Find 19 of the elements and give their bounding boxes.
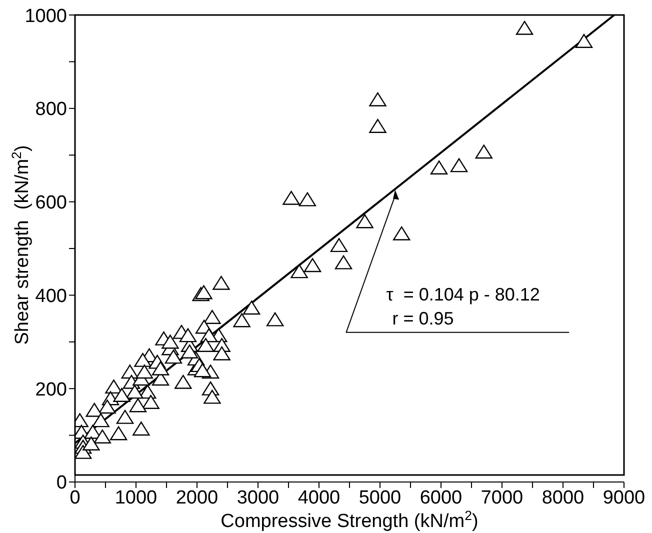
y-tick-label: 600 (35, 192, 67, 214)
x-tick-label: 9000 (602, 487, 646, 508)
y-tick-label: 200 (35, 379, 67, 400)
y-tick-label: 1000 (24, 6, 67, 27)
x-tick-label: 6000 (420, 487, 462, 508)
x-axis-title: Compressive Strength (kN/m$^{2}$) (220, 508, 478, 532)
x-tick-label: 0 (70, 487, 80, 508)
x-tick-label: 4000 (298, 487, 340, 508)
annotation: τ = 0.104 p - 80.12 (386, 284, 540, 304)
annotation: r = 0.95 (392, 308, 454, 328)
y-tick-label: 800 (35, 99, 67, 120)
x-tick-label: 8000 (542, 487, 584, 508)
y-tick-label: 400 (35, 286, 67, 307)
y-tick-label: 0 (56, 472, 67, 494)
x-tick-label: 7000 (480, 487, 524, 508)
x-tick-label: 2000 (176, 487, 218, 508)
x-tick-label: 3000 (236, 487, 280, 508)
x-tick-label: 5000 (358, 487, 402, 508)
x-tick-label: 1000 (114, 487, 158, 508)
